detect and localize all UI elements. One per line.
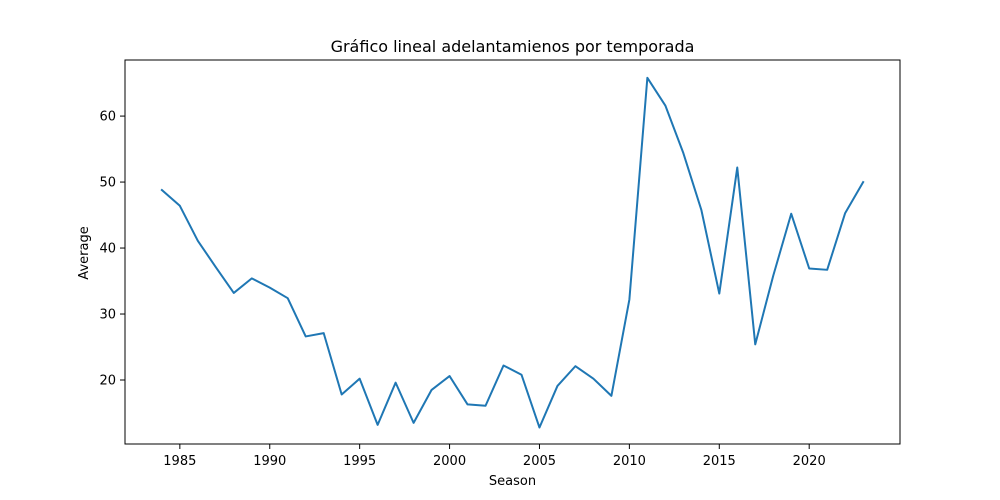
y-axis-label: Average bbox=[77, 226, 92, 279]
y-axis: 20 30 40 50 60 bbox=[99, 110, 125, 389]
x-axis: 1985 1990 1995 2000 2005 2010 2015 2020 bbox=[163, 444, 826, 469]
y-tick-label: 20 bbox=[99, 374, 116, 389]
plot-frame bbox=[124, 59, 901, 445]
x-tick-label: 1985 bbox=[163, 454, 196, 469]
y-tick-label: 30 bbox=[99, 308, 116, 323]
series-line-0 bbox=[160, 76, 865, 429]
y-tick-label: 60 bbox=[99, 110, 116, 125]
x-tick-label: 2005 bbox=[523, 454, 556, 469]
x-tick-label: 1995 bbox=[343, 454, 376, 469]
chart-title: Gráfico lineal adelantamienos por tempor… bbox=[331, 37, 695, 56]
x-axis-label: Season bbox=[489, 474, 536, 489]
x-tick-label: 1990 bbox=[253, 454, 286, 469]
y-tick-label: 40 bbox=[99, 242, 116, 257]
x-tick-label: 2000 bbox=[433, 454, 466, 469]
x-tick-label: 2015 bbox=[703, 454, 736, 469]
y-tick-label: 50 bbox=[99, 176, 116, 191]
plot-area bbox=[124, 59, 901, 445]
x-tick-label: 2020 bbox=[793, 454, 826, 469]
x-tick-label: 2010 bbox=[613, 454, 646, 469]
